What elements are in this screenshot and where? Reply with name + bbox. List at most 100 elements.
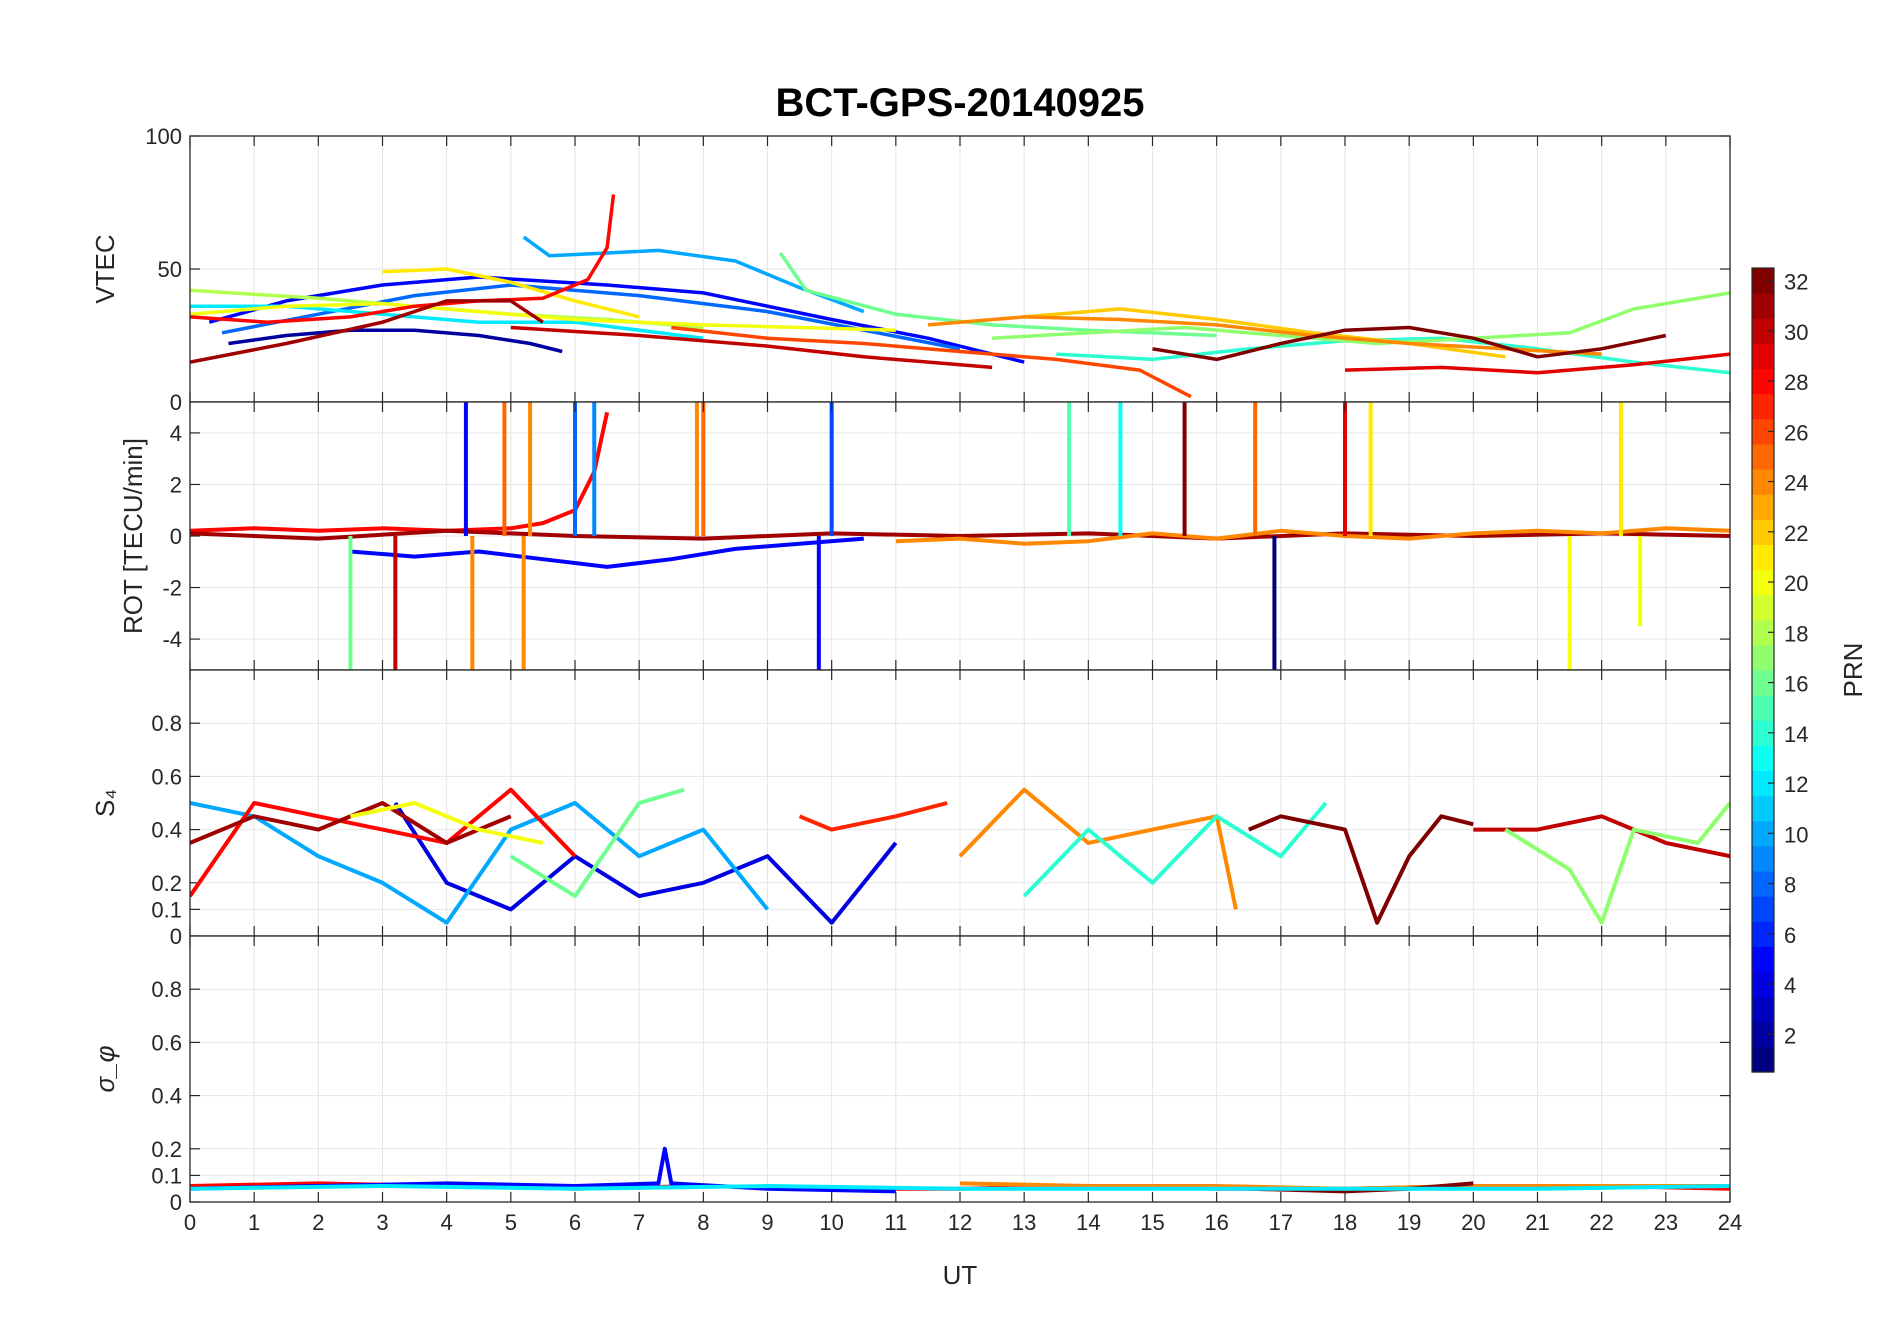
colorbar-swatch (1752, 268, 1774, 294)
series-line-prn-16 (509, 787, 685, 899)
y-tick-label: 0 (170, 1190, 182, 1215)
series-line-prn-30 (510, 325, 993, 370)
x-tick-label: 7 (633, 1210, 645, 1235)
x-tick-label: 16 (1204, 1210, 1228, 1235)
x-tick-label: 9 (761, 1210, 773, 1235)
colorbar-label: PRN (1838, 643, 1868, 698)
colorbar-tick-label: 32 (1784, 270, 1808, 295)
x-tick-label: 18 (1333, 1210, 1357, 1235)
y-tick-label: 0.8 (151, 977, 182, 1002)
series-line-prn-26 (671, 325, 1192, 399)
colorbar-swatch (1752, 971, 1774, 998)
series-line-prn-2 (228, 328, 563, 354)
plot-frame (189, 935, 1731, 1203)
y-tick-label: 0.4 (151, 1084, 182, 1109)
x-tick-label: 20 (1461, 1210, 1485, 1235)
chart-title: BCT-GPS-20140925 (775, 81, 1144, 125)
colorbar-tick-label: 6 (1784, 923, 1796, 948)
series-line-prn-27 (798, 801, 948, 832)
colorbar-swatch (1752, 644, 1774, 671)
colorbar-tick-label: 10 (1784, 822, 1808, 847)
series-line-prn-21 (382, 267, 640, 319)
x-tick-label: 12 (948, 1210, 972, 1235)
colorbar-swatch (1752, 770, 1774, 797)
x-tick-label: 0 (184, 1210, 196, 1235)
colorbar-swatch (1752, 594, 1774, 621)
y-tick-label: 4 (170, 421, 182, 446)
colorbar-swatch (1752, 544, 1774, 571)
y-tick-label: 0 (170, 524, 182, 549)
x-tick-label: 5 (505, 1210, 517, 1235)
colorbar-swatch (1752, 1046, 1774, 1073)
x-tick-label: 23 (1654, 1210, 1678, 1235)
series-line-prn-30 (1473, 814, 1730, 859)
y-tick-label: 0.6 (151, 764, 182, 789)
colorbar-swatch (1752, 695, 1774, 721)
y-tick-label: 0.1 (151, 897, 182, 922)
series-group (190, 1146, 1730, 1194)
y-tick-label: 50 (158, 257, 182, 282)
series-line-prn-29 (1344, 352, 1730, 375)
colorbar-tick-label: 26 (1784, 420, 1808, 445)
y-tick-label: -2 (162, 576, 182, 601)
series-line-prn-5 (208, 275, 1025, 364)
y-tick-label: 0.2 (151, 871, 182, 896)
colorbar-tick-label: 18 (1784, 621, 1808, 646)
y-tick-label: 0.2 (151, 1137, 182, 1162)
series-line-prn-12 (190, 1184, 1730, 1191)
colorbar-swatch (1752, 343, 1774, 370)
y-tick-label: 0.6 (151, 1030, 182, 1055)
colorbar-swatch (1752, 795, 1774, 822)
series-line-prn-32 (1248, 814, 1474, 925)
colorbar-swatch (1752, 619, 1774, 646)
series-line-prn-28 (190, 411, 610, 533)
y-axis-label: S₄ (90, 789, 120, 817)
y-tick-label: 2 (170, 472, 182, 497)
colorbar-swatch (1752, 820, 1774, 847)
y-tick-label: 100 (145, 124, 182, 149)
series-line-prn-28 (190, 787, 577, 898)
colorbar-tick-label: 16 (1784, 672, 1808, 697)
colorbar-swatch (1752, 745, 1774, 772)
series-line-prn-24 (958, 787, 1238, 910)
x-tick-label: 19 (1397, 1210, 1421, 1235)
colorbar-swatch (1752, 996, 1774, 1023)
colorbar-tick-label: 14 (1784, 722, 1808, 747)
x-axis-label: UT (943, 1260, 978, 1290)
series-line-prn-5 (350, 536, 864, 569)
x-tick-label: 3 (376, 1210, 388, 1235)
colorbar-swatch (1752, 720, 1774, 746)
series-line-prn-20 (349, 801, 544, 845)
x-tick-label: 17 (1269, 1210, 1293, 1235)
colorbar-tick-label: 22 (1784, 521, 1808, 546)
panel-sigma: 00.10.2 0.4 0.6 0.8 σ_φ (90, 935, 1731, 1215)
y-tick-label: 0.1 (151, 1163, 182, 1188)
y-tick-label: 0 (170, 390, 182, 415)
y-axis-label: VTEC (90, 234, 120, 303)
panel-vtec: 0 50 100 VTEC (90, 124, 1731, 415)
x-tick-label: 13 (1012, 1210, 1036, 1235)
colorbar-swatch (1752, 871, 1774, 897)
x-tick-label: 6 (569, 1210, 581, 1235)
series-line-prn-32 (1152, 325, 1667, 362)
series-line-prn-10 (190, 801, 770, 925)
colorbar-swatch (1752, 1021, 1774, 1048)
x-tick-label: 2 (312, 1210, 324, 1235)
y-axis-label: ROT [TECU/min] (118, 438, 148, 634)
y-tick-label: -4 (162, 627, 182, 652)
colorbar-swatch (1752, 393, 1774, 420)
series-group (190, 194, 1730, 399)
x-axis: 0 1 2 3 4 5 6 7 8 9 10 11 12 13 14 15 16 17 18 19 20 21 22 23 24 (184, 1210, 1742, 1235)
colorbar-swatch (1752, 569, 1774, 596)
y-axis-label: σ_φ (90, 1045, 120, 1092)
x-tick-label: 14 (1076, 1210, 1100, 1235)
series-line-prn-17 (992, 291, 1730, 346)
colorbar-tick-label: 20 (1784, 571, 1808, 596)
series-line-prn-24 (927, 315, 1602, 356)
colorbar-swatch (1752, 418, 1774, 445)
x-tick-label: 15 (1140, 1210, 1164, 1235)
colorbar-tick-label: 8 (1784, 873, 1796, 898)
colorbar-swatch (1752, 519, 1774, 545)
